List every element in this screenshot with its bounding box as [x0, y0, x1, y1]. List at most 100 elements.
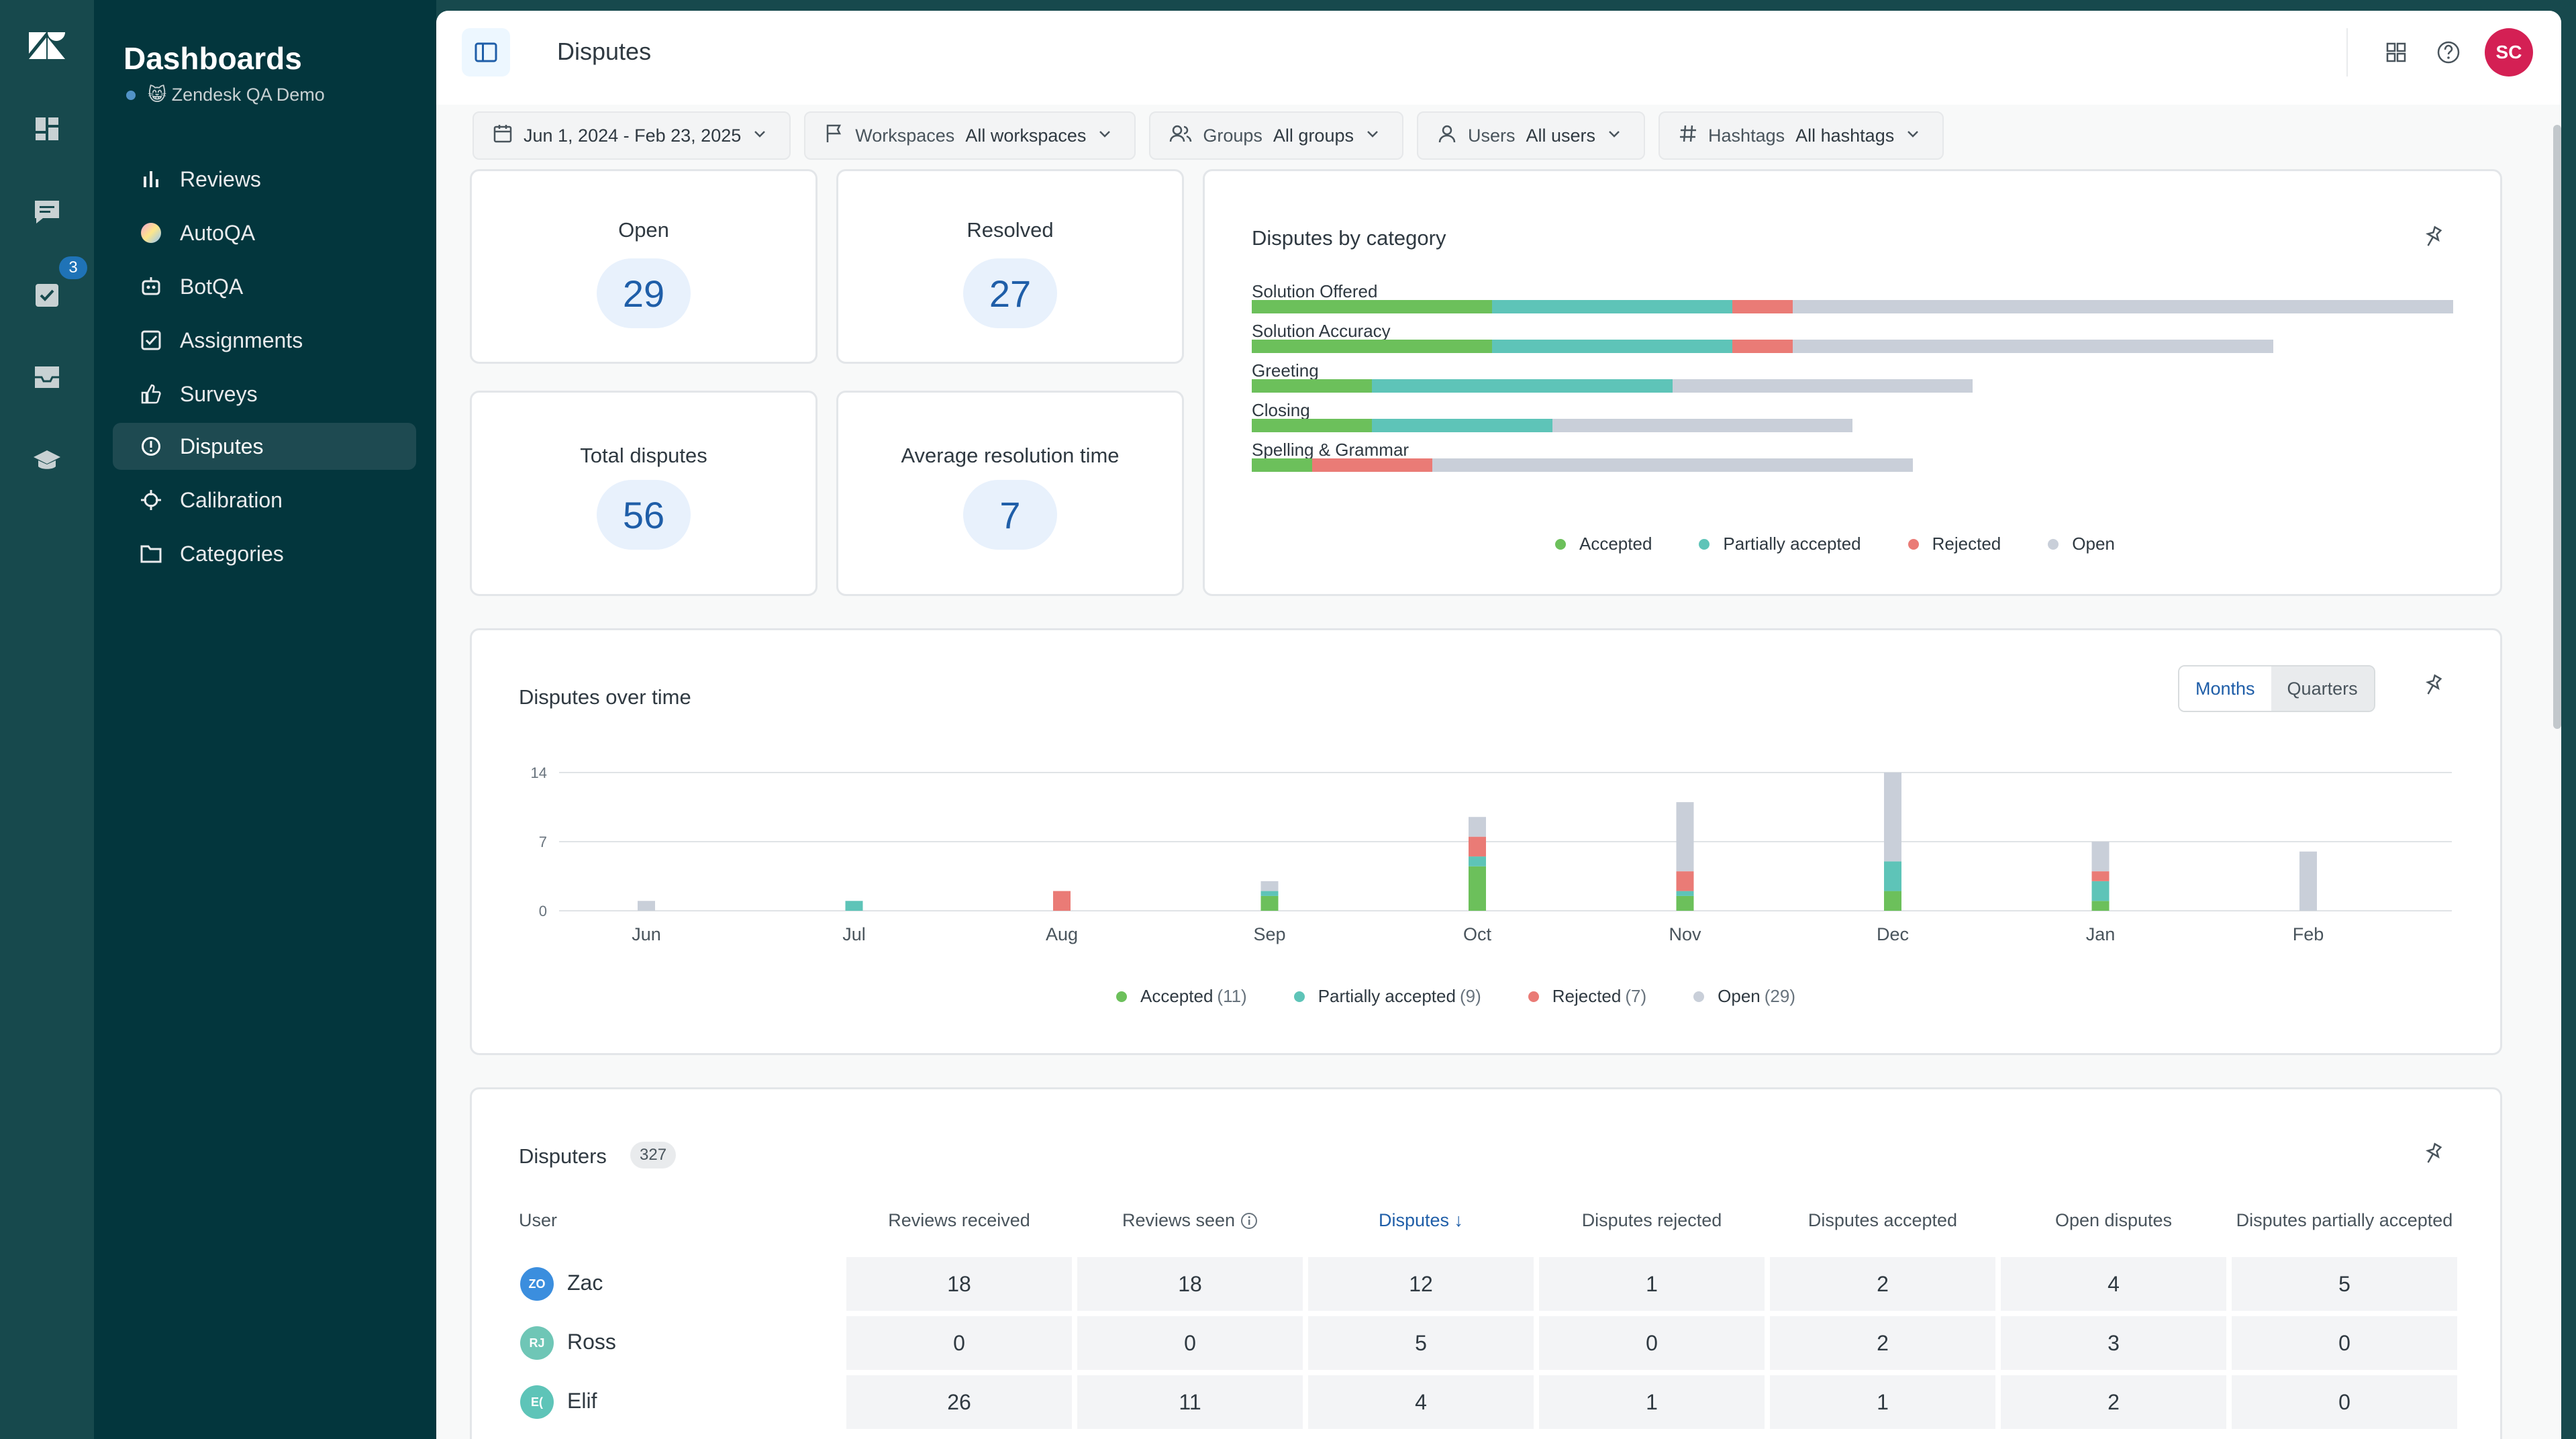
alert-circle-icon [140, 435, 162, 458]
time-bar-segment[interactable] [2091, 901, 2110, 911]
time-bar-segment[interactable] [2299, 851, 2317, 911]
column-header[interactable]: Reviews received [888, 1210, 1030, 1230]
category-bar-segment[interactable] [1372, 379, 1673, 393]
category-bar-segment[interactable] [1252, 340, 1492, 353]
x-tick-label: Nov [1669, 924, 1701, 944]
sidebar-item-categories[interactable]: Categories [113, 530, 416, 577]
legend-dot-icon [1699, 538, 1710, 550]
time-bar-segment[interactable] [1469, 817, 1486, 837]
table-cell: 18 [846, 1257, 1072, 1311]
category-bar-segment[interactable] [1252, 300, 1492, 313]
conversations-icon[interactable] [0, 185, 94, 239]
category-bar-segment[interactable] [1672, 379, 1973, 393]
legend-dot-icon [1693, 991, 1705, 1002]
time-bar-segment[interactable] [1884, 891, 1901, 911]
category-bar-segment[interactable] [1732, 340, 1793, 353]
time-bar-segment[interactable] [845, 901, 863, 911]
time-bar-segment[interactable] [1676, 891, 1694, 896]
toggle-quarters[interactable]: Quarters [2271, 666, 2374, 711]
category-bar-segment[interactable] [1792, 340, 2273, 353]
sortable-column-header[interactable]: Disputes ↓ [1378, 1210, 1464, 1230]
bar-chart-icon [140, 168, 162, 191]
table-cell: 4 [2001, 1257, 2226, 1311]
column-header[interactable]: Disputes accepted [1807, 1210, 1958, 1230]
time-bar-segment[interactable] [1260, 891, 1279, 896]
workspace-selector[interactable]: 😸 Zendesk QA Demo [126, 85, 325, 105]
pin-icon[interactable] [2420, 672, 2446, 699]
help-icon[interactable] [2434, 38, 2463, 67]
time-bar-segment[interactable] [1053, 891, 1071, 911]
category-bar-segment[interactable] [1732, 300, 1793, 313]
time-bar-segment[interactable] [1260, 895, 1279, 911]
period-toggle: Months Quarters [2178, 665, 2375, 712]
dashboards-icon[interactable] [0, 102, 94, 156]
top-bar: Disputes SC Jun 1, 2024 - Feb 23, 2025 W… [436, 11, 2561, 160]
category-bar-segment[interactable] [1252, 458, 1312, 472]
legend-dot-icon [1116, 991, 1127, 1002]
sidebar-item-autoqa[interactable]: AutoQA [113, 209, 416, 256]
workspaces-filter[interactable]: Workspaces All workspaces [804, 111, 1136, 160]
panel-title: Disputers [519, 1144, 607, 1168]
calendar-icon [493, 123, 513, 148]
info-icon[interactable] [1235, 1210, 1258, 1230]
category-bar-segment[interactable] [1372, 419, 1552, 432]
time-bar-segment[interactable] [1676, 802, 1694, 872]
column-header[interactable]: Reviews seen [1077, 1210, 1303, 1231]
sidebar-item-assignments[interactable]: Assignments [113, 317, 416, 364]
column-header[interactable]: Disputes rejected [1581, 1210, 1722, 1230]
time-bar-segment[interactable] [1676, 895, 1694, 911]
time-bar-segment[interactable] [638, 901, 655, 911]
zendesk-logo-icon[interactable] [0, 19, 94, 72]
hashtags-filter[interactable]: Hashtags All hashtags [1658, 111, 1944, 160]
sidebar-item-disputes[interactable]: Disputes [113, 423, 416, 470]
category-bar-segment[interactable] [1552, 419, 1852, 432]
sidebar-item-calibration[interactable]: Calibration [113, 477, 416, 524]
category-bar-segment[interactable] [1432, 458, 1913, 472]
assignments-rail-icon[interactable] [0, 268, 94, 322]
groups-filter[interactable]: Groups All groups [1149, 111, 1403, 160]
toggle-months[interactable]: Months [2179, 666, 2271, 711]
time-bar-segment[interactable] [1260, 881, 1279, 891]
time-bar-segment[interactable] [2091, 842, 2110, 872]
user-avatar[interactable]: SC [2485, 28, 2533, 77]
time-bar-segment[interactable] [1469, 866, 1486, 911]
user-name[interactable]: Zac [567, 1271, 603, 1295]
sidebar-item-surveys[interactable]: Surveys [113, 370, 416, 417]
user-name[interactable]: Elif [567, 1389, 597, 1413]
category-bar-segment[interactable] [1252, 379, 1372, 393]
pin-icon[interactable] [2420, 224, 2446, 250]
inbox-icon[interactable] [0, 350, 94, 404]
category-bar-segment[interactable] [1492, 300, 1732, 313]
bot-icon [140, 275, 162, 298]
time-bar-segment[interactable] [1469, 856, 1486, 866]
legend-item: Partially accepted [1699, 534, 1861, 554]
category-bar-segment[interactable] [1252, 419, 1372, 432]
sidebar-item-reviews[interactable]: Reviews [113, 156, 416, 203]
apps-grid-icon[interactable] [2381, 38, 2411, 67]
category-label: Solution Accuracy [1252, 321, 1391, 341]
chevron-down-icon [752, 126, 768, 146]
date-range-filter[interactable]: Jun 1, 2024 - Feb 23, 2025 [473, 111, 791, 160]
legend-item: Accepted [1555, 534, 1652, 554]
category-bar-segment[interactable] [1311, 458, 1432, 472]
time-bar-segment[interactable] [1884, 861, 1901, 891]
coaching-icon[interactable] [0, 434, 94, 487]
column-header[interactable]: Open disputes [2054, 1210, 2173, 1230]
time-bar-segment[interactable] [2091, 871, 2110, 881]
folder-icon [140, 542, 162, 565]
pin-icon[interactable] [2420, 1140, 2446, 1167]
category-bar-segment[interactable] [1792, 300, 2453, 313]
column-header[interactable]: User [519, 1210, 558, 1230]
time-bar-segment[interactable] [1676, 871, 1694, 891]
user-name[interactable]: Ross [567, 1330, 616, 1354]
time-bar-segment[interactable] [1884, 773, 1901, 862]
category-bar-segment[interactable] [1492, 340, 1732, 353]
table-cell: 26 [846, 1375, 1072, 1429]
sidebar-toggle-button[interactable] [462, 28, 510, 77]
sidebar-item-botqa[interactable]: BotQA [113, 263, 416, 310]
users-filter[interactable]: Users All users [1417, 111, 1646, 160]
column-header[interactable]: Disputes partially accepted [2236, 1210, 2453, 1230]
time-bar-segment[interactable] [1469, 836, 1486, 857]
time-bar-segment[interactable] [2091, 881, 2110, 901]
scrollbar[interactable] [2553, 125, 2561, 729]
